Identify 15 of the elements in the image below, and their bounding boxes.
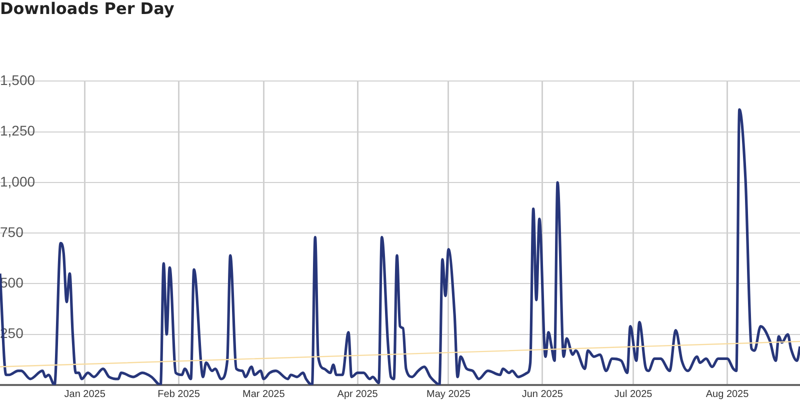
- y-tick-label: 1,250: [0, 122, 36, 139]
- x-tick-label: May 2025: [426, 388, 471, 400]
- y-tick-label: 1,000: [0, 173, 36, 190]
- x-tick-label: Aug 2025: [706, 388, 750, 400]
- y-tick-label: 500: [0, 274, 24, 291]
- x-tick-label: Jul 2025: [614, 388, 653, 400]
- y-tick-label: 1,500: [0, 72, 36, 88]
- y-tick-label: 750: [0, 224, 24, 240]
- x-tick-label: Jun 2025: [522, 388, 564, 400]
- line-series: [0, 108, 800, 385]
- x-tick-label: Jan 2025: [64, 388, 106, 400]
- x-tick-label: Mar 2025: [242, 388, 286, 400]
- chart-title: Downloads Per Day: [0, 0, 175, 18]
- x-tick-label: Apr 2025: [337, 388, 378, 400]
- x-tick-label: Feb 2025: [158, 388, 200, 400]
